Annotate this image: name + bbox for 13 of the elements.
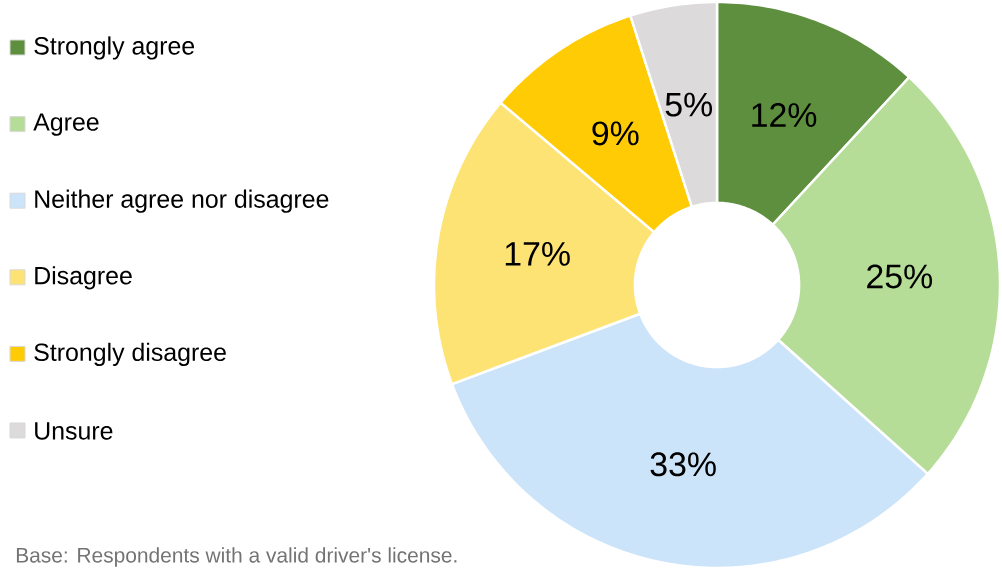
legend-label: Unsure [35, 422, 113, 440]
data-label: 9% [592, 121, 639, 146]
legend-label: Strongly agree [34, 36, 195, 60]
legend-label: Disagree [35, 266, 132, 290]
data-label: 33% [650, 452, 716, 477]
legend-label: Neither agree nor disagree [35, 189, 329, 213]
data-label: 25% [867, 264, 933, 289]
data-label: 12% [752, 103, 817, 127]
legend-label: Strongly disagree [34, 342, 226, 366]
text: Base: Respondents with a valid driver's license. [16, 547, 457, 567]
data-label: 5% [665, 92, 712, 117]
legend-label: Agree [33, 113, 99, 136]
data-label: 17% [505, 242, 570, 266]
